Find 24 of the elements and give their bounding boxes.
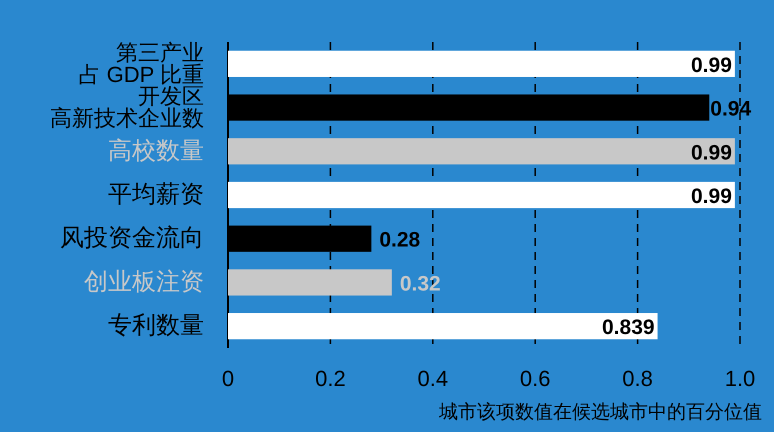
data-label: 0.99 bbox=[691, 141, 732, 164]
x-tick-label: 0.8 bbox=[622, 366, 653, 391]
data-label: 0.99 bbox=[691, 54, 732, 77]
x-axis-title: 城市该项数值在候选城市中的百分位值 bbox=[438, 401, 762, 423]
y-tick-label: 风投资金流向 bbox=[60, 224, 204, 252]
y-tick-label: 平均薪资 bbox=[108, 181, 204, 208]
bar bbox=[228, 269, 392, 296]
bar bbox=[228, 313, 658, 340]
data-label: 0.94 bbox=[710, 98, 752, 121]
data-label: 0.99 bbox=[691, 185, 732, 208]
data-label: 0.839 bbox=[602, 316, 655, 340]
data-label: 0.28 bbox=[379, 228, 421, 252]
bar bbox=[228, 50, 735, 77]
x-tick-label: 0.2 bbox=[315, 366, 346, 391]
bar bbox=[228, 138, 735, 164]
bar bbox=[228, 182, 735, 208]
y-tick-label: 高校数量 bbox=[108, 137, 204, 164]
y-tick-label: 专利数量 bbox=[108, 312, 204, 340]
x-tick-label: 1.0 bbox=[724, 366, 756, 391]
x-tick-label: 0.6 bbox=[520, 366, 550, 391]
x-tick-label: 0 bbox=[222, 366, 234, 391]
x-tick-label: 0.4 bbox=[418, 366, 448, 391]
y-tick-label: 创业板注资 bbox=[84, 268, 204, 296]
data-label: 0.32 bbox=[400, 272, 441, 296]
